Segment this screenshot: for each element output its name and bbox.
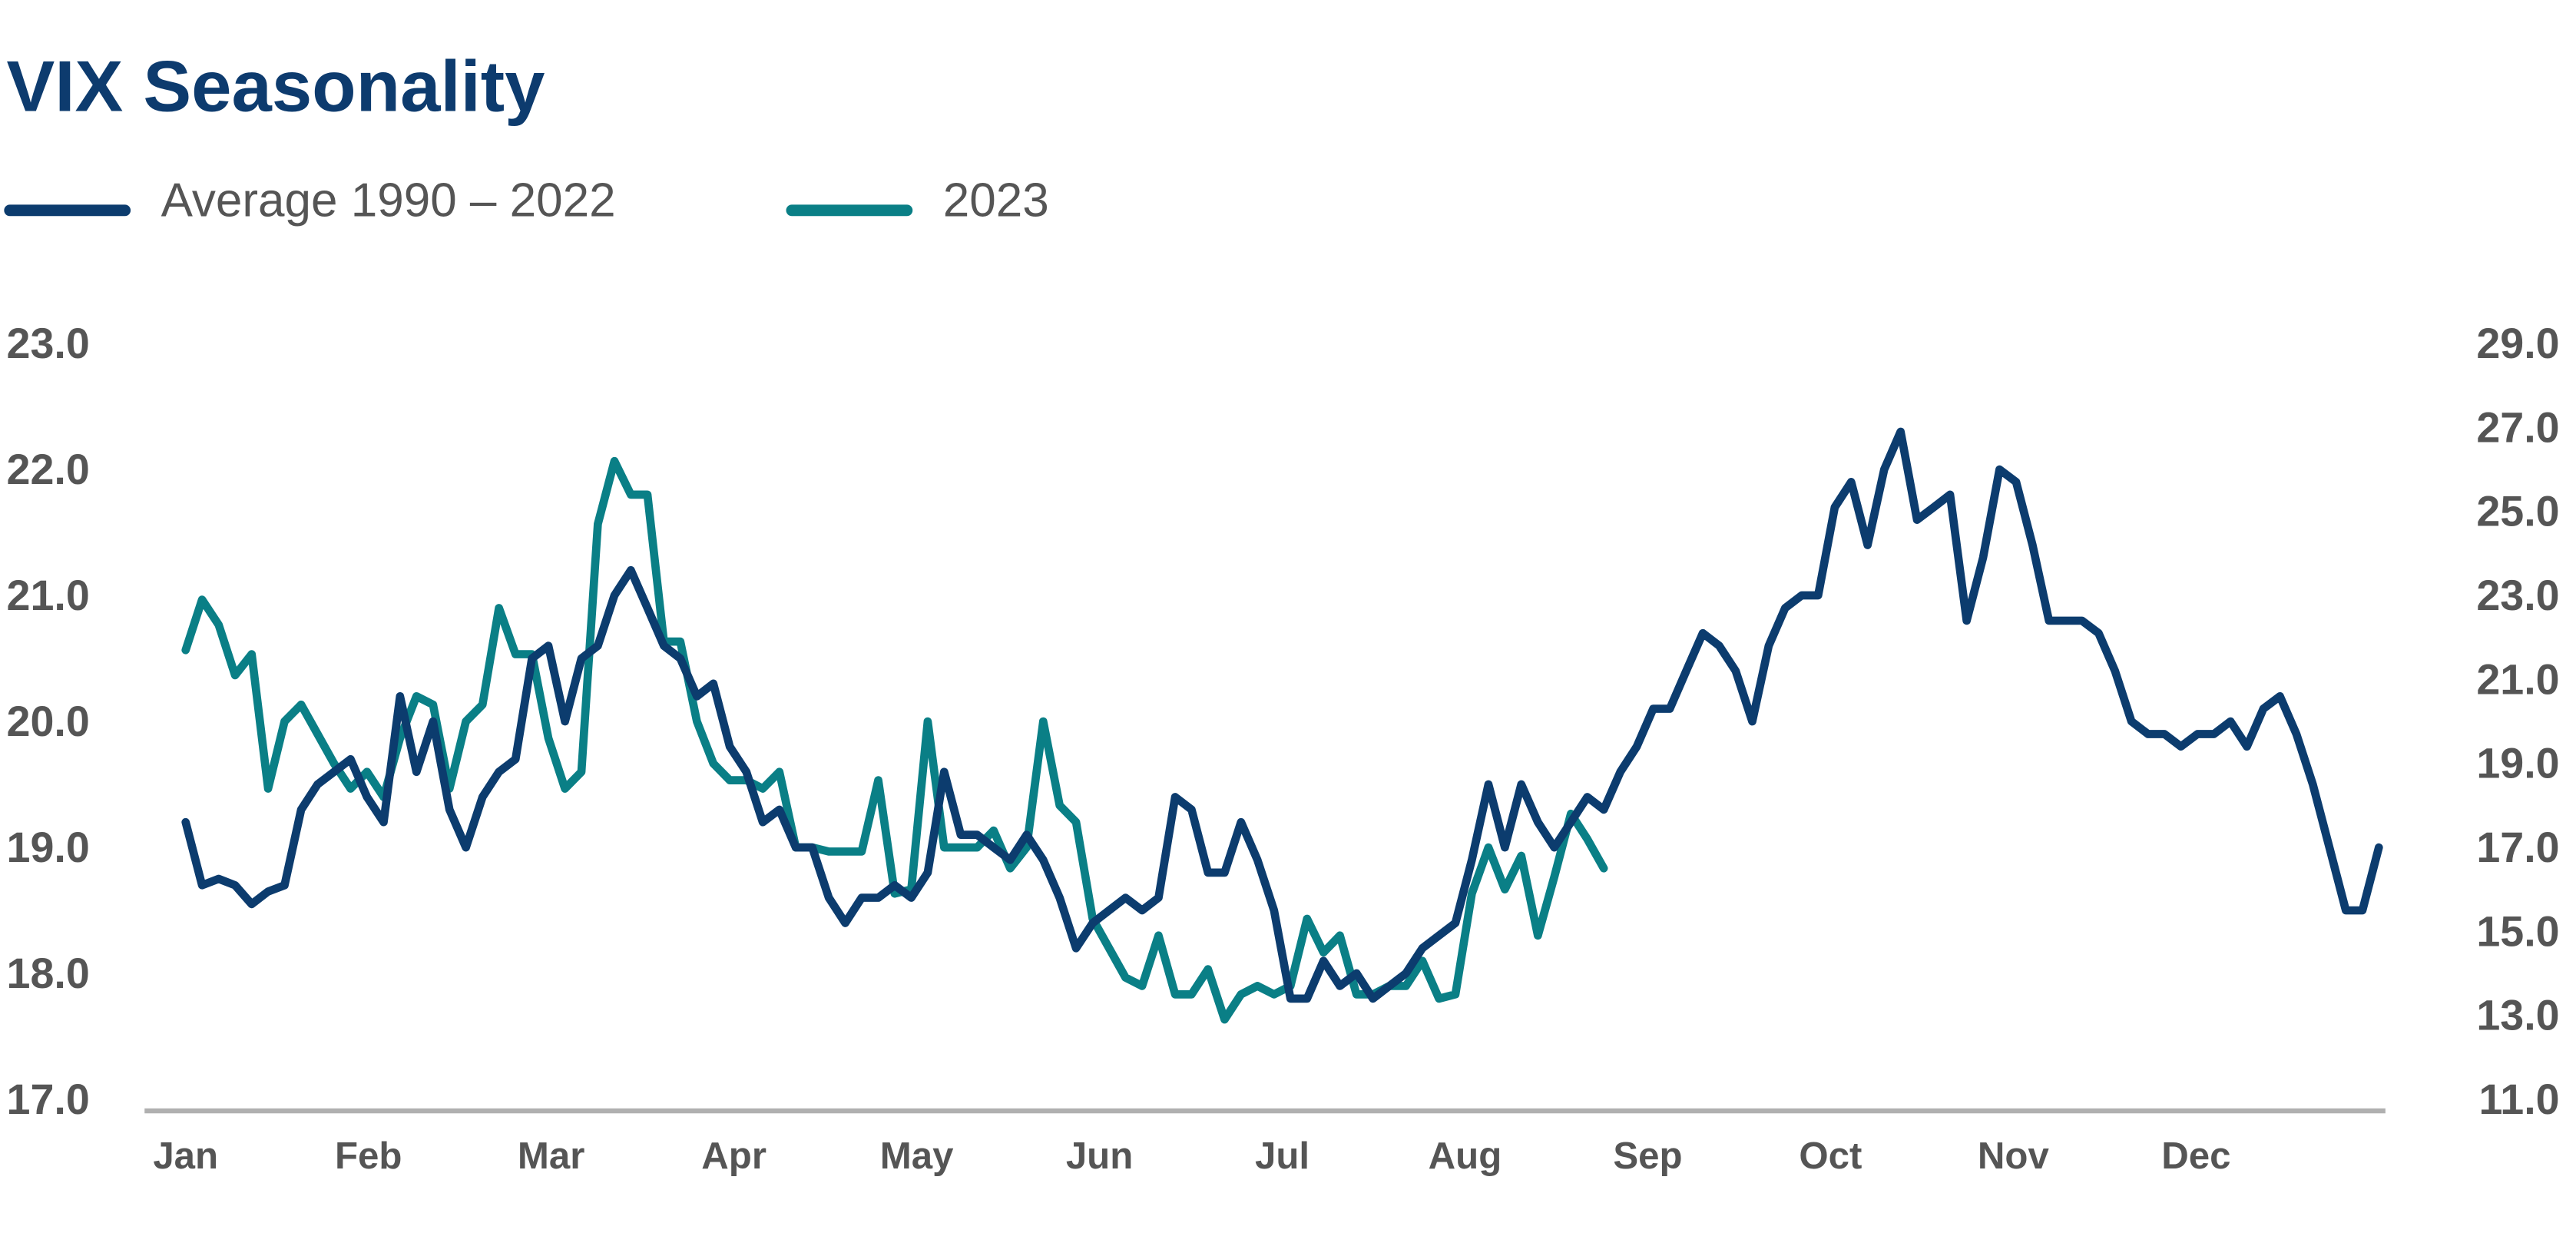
x-tick-label: Aug	[1429, 1135, 1502, 1177]
y2-tick-label: 15.0	[2476, 907, 2559, 955]
y2-tick-label: 19.0	[2476, 740, 2559, 787]
legend-label: Average 1990 – 2022	[161, 174, 616, 227]
y2-tick-label: 23.0	[2476, 572, 2559, 619]
y-tick-label: 19.0	[7, 824, 90, 871]
x-tick-label: Jan	[153, 1135, 218, 1177]
x-tick-label: May	[880, 1135, 954, 1177]
y2-tick-label: 29.0	[2476, 320, 2559, 367]
y-tick-label: 17.0	[7, 1076, 90, 1123]
x-tick-label: Jul	[1255, 1135, 1310, 1177]
y2-tick-label: 27.0	[2476, 403, 2559, 451]
x-tick-label: Dec	[2161, 1135, 2230, 1177]
chart-title: VIX Seasonality	[7, 46, 545, 127]
y-tick-label: 18.0	[7, 950, 90, 997]
y2-tick-label: 25.0	[2476, 488, 2559, 535]
y-tick-label: 23.0	[7, 320, 90, 367]
x-tick-label: Apr	[701, 1135, 767, 1177]
y-tick-label: 21.0	[7, 572, 90, 619]
x-tick-label: Feb	[335, 1135, 402, 1177]
y-tick-label: 22.0	[7, 446, 90, 493]
y2-tick-label: 13.0	[2476, 992, 2559, 1039]
x-tick-label: Sep	[1613, 1135, 1682, 1177]
x-tick-label: Nov	[1978, 1135, 2050, 1177]
y2-tick-label: 21.0	[2476, 655, 2559, 703]
y2-tick-label: 17.0	[2476, 824, 2559, 871]
x-tick-label: Oct	[1799, 1135, 1862, 1177]
legend-label: 2023	[943, 174, 1049, 227]
x-tick-label: Mar	[518, 1135, 584, 1177]
x-tick-label: Jun	[1066, 1135, 1133, 1177]
y2-tick-label: 11.0	[2478, 1076, 2559, 1123]
y-tick-label: 20.0	[7, 698, 90, 745]
series-line	[181, 427, 2383, 1003]
